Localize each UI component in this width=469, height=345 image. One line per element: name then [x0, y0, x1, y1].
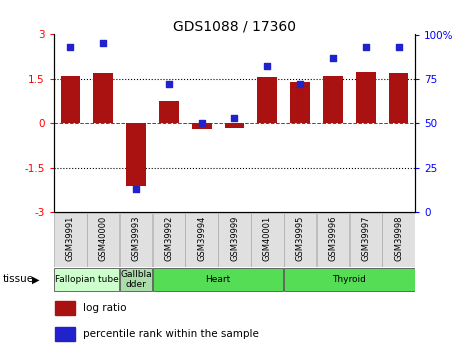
Text: GSM39998: GSM39998 [394, 216, 403, 262]
Point [231, 115, 238, 121]
Text: Thyroid: Thyroid [333, 275, 366, 284]
Bar [382, 213, 415, 267]
Text: tissue: tissue [2, 275, 33, 284]
Text: GSM39995: GSM39995 [295, 216, 305, 262]
Bar [55, 300, 75, 315]
Point [67, 44, 74, 50]
Bar [54, 268, 119, 291]
Text: GSM39996: GSM39996 [328, 216, 338, 262]
Text: Gallbla
dder: Gallbla dder [120, 270, 152, 289]
Point [198, 121, 205, 126]
Bar [225, 124, 244, 128]
Bar [55, 327, 75, 341]
Text: GSM39993: GSM39993 [131, 216, 141, 262]
Bar [323, 76, 343, 124]
Point [132, 186, 140, 192]
Text: GSM39994: GSM39994 [197, 216, 206, 262]
Text: log ratio: log ratio [83, 303, 126, 313]
Bar [126, 124, 146, 186]
Text: GSM39997: GSM39997 [361, 216, 371, 262]
Bar [192, 124, 212, 129]
Bar [153, 268, 283, 291]
Bar [87, 213, 120, 267]
Text: GSM39999: GSM39999 [230, 216, 239, 262]
Title: GDS1088 / 17360: GDS1088 / 17360 [173, 19, 296, 33]
Bar [120, 213, 152, 267]
Bar [389, 73, 408, 124]
Bar [218, 213, 251, 267]
Bar [290, 82, 310, 124]
Point [296, 81, 304, 87]
Bar [356, 71, 376, 124]
Bar [54, 213, 87, 267]
Text: GSM39991: GSM39991 [66, 216, 75, 262]
Text: GSM40001: GSM40001 [263, 216, 272, 261]
Bar [284, 213, 317, 267]
Bar [317, 213, 349, 267]
Point [99, 41, 107, 46]
Point [165, 81, 173, 87]
Point [395, 44, 402, 50]
Point [329, 55, 337, 60]
Text: Heart: Heart [205, 275, 231, 284]
Bar [93, 73, 113, 124]
Bar [284, 268, 415, 291]
Text: Fallopian tube: Fallopian tube [55, 275, 119, 284]
Bar [159, 101, 179, 124]
Bar [61, 76, 80, 124]
Point [264, 64, 271, 69]
Bar [185, 213, 218, 267]
Bar [349, 213, 382, 267]
Text: percentile rank within the sample: percentile rank within the sample [83, 329, 258, 339]
Text: GSM39992: GSM39992 [164, 216, 174, 262]
Bar [152, 213, 185, 267]
Bar [257, 77, 277, 124]
Bar [251, 213, 284, 267]
Point [362, 44, 370, 50]
Bar [120, 268, 152, 291]
Text: ▶: ▶ [32, 275, 39, 284]
Text: GSM40000: GSM40000 [98, 216, 108, 261]
